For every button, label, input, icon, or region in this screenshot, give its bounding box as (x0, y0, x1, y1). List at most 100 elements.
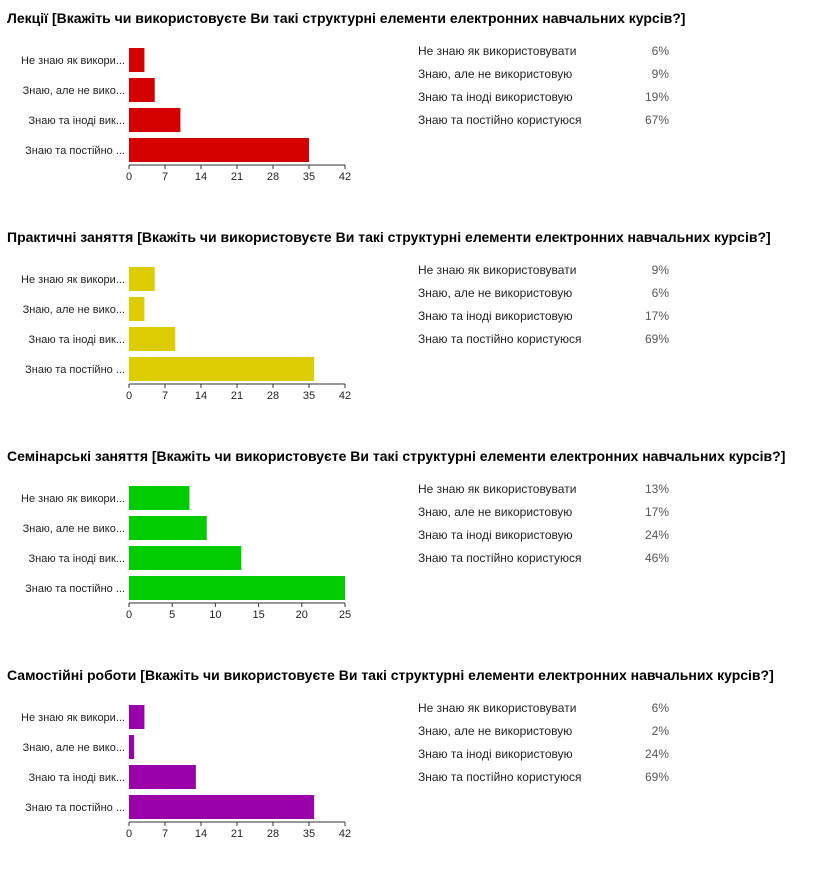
chart-title: Лекції [Вкажіть чи використовуєте Ви так… (7, 10, 686, 26)
legend-value: 6% (651, 44, 669, 58)
legend-row: Знаю та іноді використовую 24% (418, 528, 673, 551)
x-tick-label: 21 (231, 390, 243, 402)
chart-section-lectures: Лекції [Вкажіть чи використовуєте Ви так… (0, 8, 827, 227)
legend-row: Знаю та постійно користуюся 46% (418, 551, 673, 574)
x-tick-label: 0 (126, 390, 132, 402)
bar (129, 516, 207, 540)
chart-title: Практичні заняття [Вкажіть чи використов… (7, 229, 771, 245)
legend-label: Не знаю як використовувати (418, 263, 577, 277)
legend-value: 24% (644, 528, 669, 542)
x-tick-label: 35 (303, 390, 315, 402)
legend-label: Знаю, але не використовую (418, 724, 573, 738)
bar-chart: Не знаю як викори... Знаю, але не вико...… (21, 48, 351, 183)
x-tick-label: 0 (126, 609, 132, 621)
legend-label: Не знаю як використовувати (418, 701, 577, 715)
bar (129, 48, 145, 72)
bar (129, 795, 315, 819)
x-tick-label: 14 (195, 828, 207, 840)
category-label: Не знаю як викори... (21, 55, 125, 67)
legend-row: Знаю, але не використовую 6% (418, 286, 673, 309)
category-label: Знаю, але не вико... (23, 85, 125, 97)
category-label: Знаю, але не вико... (23, 304, 125, 316)
legend-label: Знаю та постійно користуюся (418, 113, 582, 127)
legend-label: Знаю та постійно користуюся (418, 770, 582, 784)
chart-title: Семінарські заняття [Вкажіть чи використ… (7, 448, 786, 464)
x-tick-label: 21 (231, 171, 243, 183)
x-tick-label: 21 (231, 828, 243, 840)
legend-value: 2% (651, 724, 669, 738)
bar (129, 735, 135, 759)
legend-row: Знаю та постійно користуюся 67% (418, 113, 673, 136)
x-tick-label: 5 (169, 609, 175, 621)
x-tick-label: 14 (195, 390, 207, 402)
legend-value: 6% (651, 701, 669, 715)
legend-row: Не знаю як використовувати 6% (418, 701, 673, 724)
legend-value: 13% (644, 482, 669, 496)
legend-row: Знаю, але не використовую 9% (418, 67, 673, 90)
category-label: Знаю та іноді вик... (28, 334, 125, 346)
bar (129, 267, 155, 291)
legend-label: Знаю та іноді використовую (418, 528, 573, 542)
legend-label: Знаю та постійно користуюся (418, 332, 582, 346)
legend-label: Знаю, але не використовую (418, 505, 573, 519)
category-label: Не знаю як викори... (21, 274, 125, 286)
x-tick-label: 7 (162, 390, 168, 402)
x-tick-label: 42 (339, 171, 351, 183)
legend-value: 67% (644, 113, 669, 127)
chart-section-practical: Практичні заняття [Вкажіть чи використов… (0, 227, 827, 446)
legend-label: Знаю, але не використовую (418, 67, 573, 81)
legend-row: Знаю та іноді використовую 24% (418, 747, 673, 770)
x-tick-label: 10 (209, 609, 221, 621)
bar (129, 765, 196, 789)
x-tick-label: 0 (126, 828, 132, 840)
x-tick-label: 7 (162, 828, 168, 840)
legend-row: Не знаю як використовувати 9% (418, 263, 673, 286)
legend-label: Знаю та іноді використовую (418, 90, 573, 104)
legend-row: Знаю та постійно користуюся 69% (418, 770, 673, 793)
x-tick-label: 42 (339, 390, 351, 402)
legend-label: Знаю та постійно користуюся (418, 551, 582, 565)
category-label: Знаю та постійно ... (25, 145, 125, 157)
category-label: Не знаю як викори... (21, 712, 125, 724)
x-tick-label: 42 (339, 828, 351, 840)
x-tick-label: 14 (195, 171, 207, 183)
legend-value: 6% (651, 286, 669, 300)
bar (129, 108, 181, 132)
bar (129, 546, 242, 570)
x-tick-label: 28 (267, 828, 279, 840)
category-label: Знаю, але не вико... (23, 742, 125, 754)
legend-row: Знаю та іноді використовую 19% (418, 90, 673, 113)
legend-value: 19% (644, 90, 669, 104)
legend-value: 46% (644, 551, 669, 565)
legend: Не знаю як використовувати 6% Знаю, але н… (418, 44, 673, 136)
legend-row: Знаю та іноді використовую 17% (418, 309, 673, 332)
bar (129, 357, 315, 381)
chart-section-independent: Самостійні роботи [Вкажіть чи використов… (0, 665, 827, 884)
legend-value: 9% (651, 67, 669, 81)
legend-label: Знаю та іноді використовую (418, 309, 573, 323)
x-tick-label: 0 (126, 171, 132, 183)
legend-value: 69% (644, 332, 669, 346)
legend-value: 9% (651, 263, 669, 277)
x-tick-label: 15 (252, 609, 264, 621)
bar (129, 138, 309, 162)
legend-value: 24% (644, 747, 669, 761)
legend-label: Не знаю як використовувати (418, 44, 577, 58)
x-tick-label: 35 (303, 828, 315, 840)
legend-value: 17% (644, 309, 669, 323)
chart-title: Самостійні роботи [Вкажіть чи використов… (7, 667, 774, 683)
bar (129, 327, 176, 351)
legend-row: Знаю та постійно користуюся 69% (418, 332, 673, 355)
category-label: Знаю та іноді вик... (28, 553, 125, 565)
category-label: Знаю та іноді вик... (28, 772, 125, 784)
legend: Не знаю як використовувати 13% Знаю, але … (418, 482, 673, 574)
bar (129, 78, 155, 102)
x-tick-label: 20 (296, 609, 308, 621)
legend: Не знаю як використовувати 9% Знаю, але н… (418, 263, 673, 355)
category-label: Знаю та постійно ... (25, 364, 125, 376)
category-label: Знаю та постійно ... (25, 583, 125, 595)
x-tick-label: 28 (267, 390, 279, 402)
category-label: Знаю та іноді вик... (28, 115, 125, 127)
bar (129, 576, 345, 600)
legend-row: Знаю, але не використовую 17% (418, 505, 673, 528)
